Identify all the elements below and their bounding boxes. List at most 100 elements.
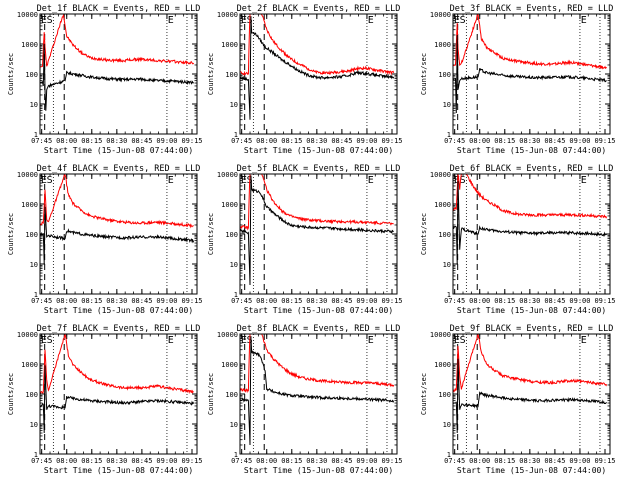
chart-title: Det_8f BLACK = Events, RED = LLD: [237, 324, 401, 334]
y-tick-label: 1000: [434, 201, 451, 209]
y-tick-label: 100: [225, 231, 238, 239]
x-tick-label: 08:00: [469, 137, 490, 145]
events-series-line: [453, 180, 607, 265]
x-tick-label: 08:45: [331, 457, 352, 465]
x-axis-label: Start Time (15-Jun-08 07:44:00): [44, 306, 193, 315]
x-tick-label: 08:30: [106, 137, 127, 145]
x-tick-label: 08:00: [469, 457, 490, 465]
events-series-line: [240, 336, 395, 446]
plot-frame: [39, 333, 198, 455]
y-axis-label: Counts/sec: [7, 373, 15, 415]
y-tick-label: 10000: [217, 11, 238, 19]
y-tick-label: 10: [230, 101, 238, 109]
y-tick-label: 10000: [217, 331, 238, 339]
x-tick-label: 08:30: [519, 457, 540, 465]
event-marker-label: E: [168, 15, 174, 26]
y-axis-label: Counts/sec: [420, 373, 428, 415]
x-axis-label: Start Time (15-Jun-08 07:44:00): [44, 466, 193, 475]
y-axis-label: Counts/sec: [207, 373, 215, 415]
x-tick-label: 09:00: [569, 457, 590, 465]
events-series-line: [240, 16, 395, 120]
y-tick-label: 1000: [221, 41, 238, 49]
y-tick-label: 10: [230, 421, 238, 429]
x-tick-label: 08:45: [131, 457, 152, 465]
x-tick-label: 09:15: [381, 297, 402, 305]
y-axis-label: Counts/sec: [207, 53, 215, 95]
x-tick-label: 07:45: [31, 297, 52, 305]
y-tick-label: 100: [25, 231, 38, 239]
x-tick-label: 08:15: [281, 137, 302, 145]
x-tick-label: 08:45: [544, 297, 565, 305]
x-tick-label: 09:15: [594, 297, 615, 305]
plot-frame: [239, 333, 398, 455]
event-marker-label: E: [241, 335, 247, 346]
y-tick-label: 1: [447, 291, 451, 299]
y-tick-label: 10000: [430, 331, 451, 339]
y-tick-label: 10: [230, 261, 238, 269]
lld-series-line: [453, 174, 608, 219]
event-marker-label: E: [41, 175, 47, 186]
y-axis-label: Counts/sec: [207, 213, 215, 255]
x-axis-label: Start Time (15-Jun-08 07:44:00): [244, 146, 393, 155]
x-tick-label: 09:15: [181, 457, 202, 465]
x-tick-label: 08:30: [306, 297, 327, 305]
x-tick-label: 08:45: [544, 457, 565, 465]
x-axis-label: Start Time (15-Jun-08 07:44:00): [244, 306, 393, 315]
y-tick-label: 10000: [430, 11, 451, 19]
y-tick-label: 1: [447, 131, 451, 139]
event-marker-label: E: [368, 15, 374, 26]
lld-series-line: [40, 174, 194, 229]
x-tick-label: 09:15: [381, 457, 402, 465]
x-axis-label: Start Time (15-Jun-08 07:44:00): [244, 466, 393, 475]
x-tick-label: 08:45: [131, 137, 152, 145]
x-tick-label: 08:00: [256, 297, 277, 305]
x-tick-label: 09:15: [594, 137, 615, 145]
event-marker-label: E: [241, 175, 247, 186]
x-tick-label: 07:45: [231, 457, 252, 465]
event-marker-label: S: [460, 335, 466, 346]
x-tick-label: 08:30: [306, 137, 327, 145]
y-tick-label: 1000: [434, 361, 451, 369]
plot-frame: [452, 13, 611, 135]
chart-title: Det_7f BLACK = Events, RED = LLD: [37, 324, 201, 334]
y-tick-label: 10000: [430, 171, 451, 179]
x-tick-label: 09:00: [356, 137, 377, 145]
chart-panel: Det_7f BLACK = Events, RED = LLD Counts/s…: [7, 324, 203, 475]
events-series-line: [40, 206, 195, 265]
y-tick-label: 1: [234, 131, 238, 139]
y-tick-label: 10: [30, 261, 38, 269]
lld-series-line: [453, 334, 608, 393]
chart-title: Det_4f BLACK = Events, RED = LLD: [37, 164, 201, 174]
y-tick-label: 100: [25, 391, 38, 399]
y-tick-label: 1000: [21, 361, 38, 369]
y-tick-label: 10: [443, 421, 451, 429]
events-series-line: [453, 34, 607, 114]
x-tick-label: 07:45: [444, 297, 465, 305]
lld-series-line: [40, 14, 195, 68]
x-tick-label: 09:00: [356, 457, 377, 465]
x-axis-label: Start Time (15-Jun-08 07:44:00): [457, 466, 606, 475]
x-tick-label: 08:30: [306, 457, 327, 465]
lld-series-line: [453, 14, 607, 70]
x-tick-label: 09:00: [569, 137, 590, 145]
y-tick-label: 10000: [17, 331, 38, 339]
x-tick-label: 07:45: [31, 457, 52, 465]
events-series-line: [240, 175, 394, 286]
event-marker-label: E: [168, 335, 174, 346]
x-tick-label: 08:00: [56, 137, 77, 145]
x-tick-label: 09:15: [181, 137, 202, 145]
events-series-line: [40, 43, 195, 111]
y-tick-label: 10: [30, 101, 38, 109]
y-tick-label: 1: [34, 131, 38, 139]
plot-frame: [39, 173, 198, 295]
x-tick-label: 08:45: [331, 297, 352, 305]
event-marker-label: E: [368, 335, 374, 346]
event-marker-label: E: [581, 15, 587, 26]
x-tick-label: 08:15: [81, 297, 102, 305]
y-tick-label: 10000: [217, 171, 238, 179]
event-marker-label: E: [41, 15, 47, 26]
y-tick-label: 1: [234, 451, 238, 459]
y-tick-label: 1000: [434, 41, 451, 49]
plot-frame: [239, 13, 398, 135]
